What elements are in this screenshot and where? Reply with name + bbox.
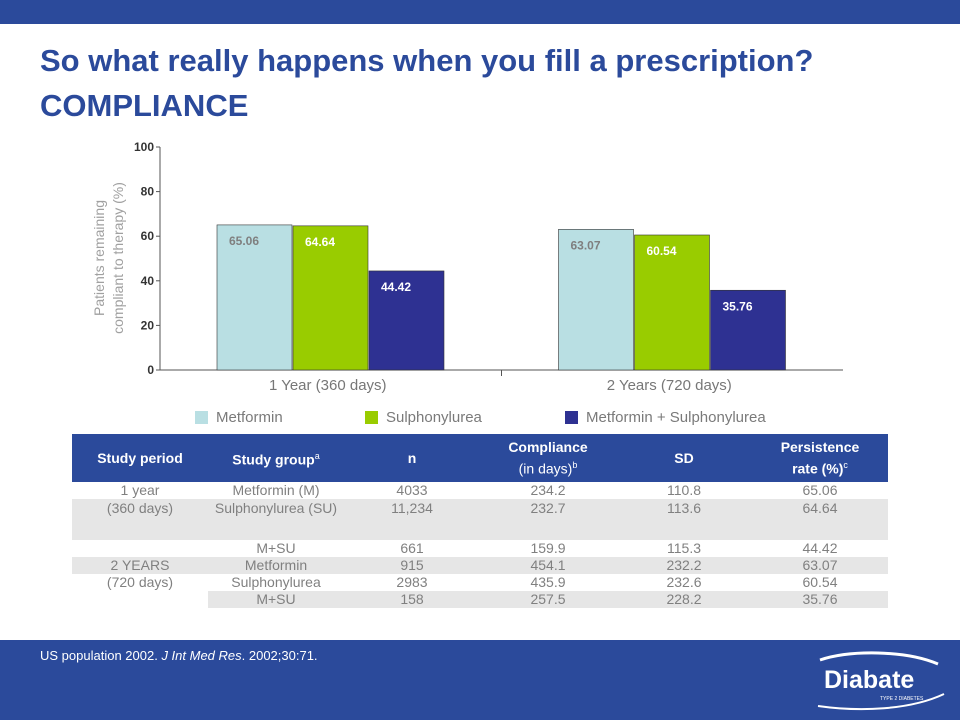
x-category-label: 2 Years (720 days) [607,377,732,394]
cell-sd: 115.3 [667,540,701,556]
cell-n: 11,234 [344,499,480,540]
cell-persistence: 44.42 [802,540,838,556]
header-study-group: Study groupa [208,434,344,482]
logo-swoosh-2 [817,693,945,711]
cell-period: 2 YEARS [72,557,208,574]
bar-data-label: 60.54 [647,244,677,258]
cell-sd: 228.2 [616,591,752,608]
y-axis-label-line-2: compliant to therapy (%) [110,182,126,334]
cell-n: 4033 [396,482,428,498]
cell-period [72,540,208,557]
bar [710,289,786,371]
legend-item-combination: Metformin + Sulphonylurea [565,409,766,426]
cell-compliance: 435.9 [530,574,566,590]
slide-title: So what really happens when you fill a p… [40,38,940,128]
source-footnote: US population 2002. J Int Med Res. 2002;… [40,648,318,663]
cell-persistence: 35.76 [752,591,888,608]
y-tick-label: 80 [141,185,155,199]
table-row: 2 YEARS Metformin 915 454.1 232.2 63.07 [72,557,888,574]
cell-sd: 232.6 [666,574,702,590]
legend-label-sulphonylurea: Sulphonylurea [386,409,482,426]
title-line-2: COMPLIANCE [40,88,249,123]
cell-sd: 113.6 [616,499,752,540]
bar [368,270,445,371]
cell-group: Sulphonylurea [231,574,321,590]
y-tick-label: 60 [141,229,155,243]
compliance-table: Study period Study groupa n Compliance (i… [72,434,888,608]
cell-compliance: 234.2 [530,482,566,498]
bar-data-label: 44.42 [381,280,411,294]
legend-swatch-sulphonylurea [365,411,378,424]
header-sd: SD [616,434,752,482]
y-tick-label: 100 [134,140,154,154]
cell-group: Metformin [208,557,344,574]
cell-period [72,591,208,608]
y-tick-label: 40 [141,274,155,288]
diabate-logo: Diabate TYPE 2 DIABETES [817,651,945,711]
bar [292,225,369,371]
table-row: 1 year Metformin (M) 4033 234.2 110.8 65… [72,482,888,499]
cell-sd: 110.8 [667,482,701,498]
y-tick-label: 20 [141,318,155,332]
chart-legend: Metformin Sulphonylurea Metformin + Sulp… [0,409,960,429]
title-line-1: So what really happens when you fill a p… [40,43,814,78]
bar-data-label: 65.06 [229,234,259,248]
cell-persistence: 65.06 [802,482,838,498]
logo-swoosh [819,651,939,666]
table-row: M+SU 661 159.9 115.3 44.42 [72,540,888,557]
cell-n: 2983 [396,574,428,590]
y-tick-label: 0 [147,363,154,377]
cell-period: 1 year [120,482,160,498]
cell-group: M+SU [208,591,344,608]
top-band [0,0,960,24]
header-compliance: Compliance (in days)b [480,434,616,482]
cell-persistence: 60.54 [802,574,838,590]
compliance-table-wrap: Study period Study groupa n Compliance (i… [72,434,888,608]
bar [216,224,293,371]
cell-compliance: 257.5 [480,591,616,608]
bar-data-label: 35.76 [723,299,753,313]
cell-n: 661 [400,540,424,556]
legend-swatch-combination [565,411,578,424]
cell-compliance: 454.1 [480,557,616,574]
bar [634,234,710,371]
logo-wordmark: Diabate [824,666,914,694]
logo-tagline: TYPE 2 DIABETES [880,696,924,702]
bar [558,229,634,371]
cell-group: Sulphonylurea (SU) [208,499,344,540]
cell-compliance: 159.9 [530,540,566,556]
table-row: (720 days) Sulphonylurea 2983 435.9 232.… [72,574,888,591]
y-axis-label-line-1: Patients remaining [91,200,107,316]
cell-n: 915 [344,557,480,574]
cell-group: M+SU [256,540,296,556]
cell-sd: 232.2 [616,557,752,574]
bar-chart: 0 20 40 60 80 100 Patients remaining compliant … [91,140,843,394]
cell-group: Metformin (M) [232,482,320,498]
legend-item-sulphonylurea: Sulphonylurea [365,409,482,426]
header-study-period: Study period [72,434,208,482]
header-persistence: Persistence rate (%)c [752,434,888,482]
table-row: M+SU 158 257.5 228.2 35.76 [72,591,888,608]
legend-swatch-metformin [195,411,208,424]
cell-n: 158 [344,591,480,608]
cell-period: (720 days) [106,574,174,590]
legend-label-metformin: Metformin [216,409,283,426]
table-header-row: Study period Study groupa n Compliance (i… [72,434,888,482]
legend-item-metformin: Metformin [195,409,283,426]
legend-label-combination: Metformin + Sulphonylurea [586,409,766,426]
table-row: (360 days) Sulphonylurea (SU) 11,234 232… [72,499,888,540]
bottom-band [0,640,960,720]
bar-data-label: 64.64 [305,235,335,249]
header-n: n [344,434,480,482]
cell-compliance: 232.7 [480,499,616,540]
x-category-label: 1 Year (360 days) [269,377,387,394]
cell-persistence: 64.64 [752,499,888,540]
cell-persistence: 63.07 [752,557,888,574]
cell-period: (360 days) [72,499,208,540]
bar-data-label: 63.07 [571,238,601,252]
